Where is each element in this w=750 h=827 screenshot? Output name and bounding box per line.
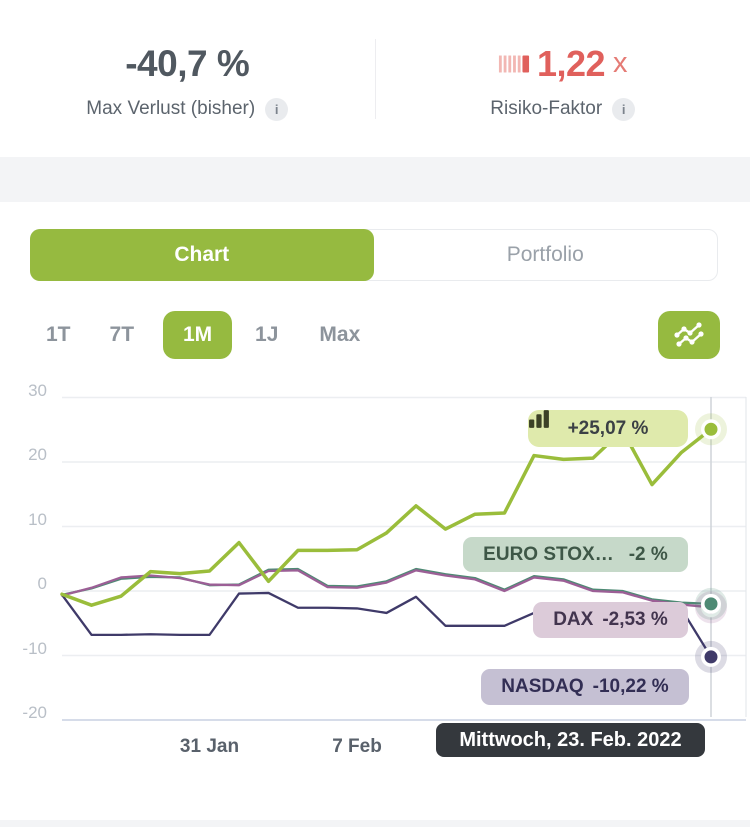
y-tick-label: 20 xyxy=(28,445,47,464)
stats-card: -40,7 % Max Verlust (bisher) i 1,22 x xyxy=(0,0,750,157)
risk-factor-value: 1,22 xyxy=(536,42,606,84)
range-1j[interactable]: 1J xyxy=(255,323,279,346)
dax-badge[interactable]: DAX -2,53 % xyxy=(533,602,688,638)
risk-bars-icon xyxy=(498,55,530,72)
max-loss-stat: -40,7 % Max Verlust (bisher) i xyxy=(0,37,375,121)
chart-svg xyxy=(60,396,747,721)
y-tick-label: -20 xyxy=(22,703,47,722)
tab-chart[interactable]: Chart xyxy=(30,229,374,281)
portfolio-change-value: +25,07 % xyxy=(567,417,649,439)
y-tick-label: 30 xyxy=(28,380,47,400)
max-loss-value: -40,7 % xyxy=(125,42,250,84)
range-selector: 1T 7T 1M 1J Max xyxy=(30,310,720,360)
y-tick-label: 0 xyxy=(37,574,47,593)
nasdaq-name: NASDAQ xyxy=(501,676,584,697)
range-1m-active[interactable]: 1M xyxy=(163,311,233,359)
info-icon[interactable]: i xyxy=(265,97,289,121)
y-tick-label: 10 xyxy=(28,509,47,529)
range-7t[interactable]: 7T xyxy=(109,323,135,346)
info-icon[interactable]: i xyxy=(612,97,636,121)
portfolio-performance-badge[interactable]: +25,07 % xyxy=(528,410,688,447)
dax-change-value: -2,53 % xyxy=(602,609,668,630)
range-1t[interactable]: 1T xyxy=(46,323,71,346)
chart-card: Chart Portfolio 1T 7T 1M 1J Max xyxy=(0,202,750,820)
nasdaq-badge[interactable]: NASDAQ -10,22 % xyxy=(481,669,689,705)
euro-stoxx-badge[interactable]: EURO STOX… -2 % xyxy=(463,537,688,572)
euro-stoxx-change-value: -2 % xyxy=(628,543,668,565)
euro-stoxx-name: EURO STOX… xyxy=(483,543,614,565)
tab-portfolio[interactable]: Portfolio xyxy=(506,243,584,266)
nasdaq-change-value: -10,22 % xyxy=(592,676,669,697)
benchmark-compare-button[interactable] xyxy=(658,311,720,359)
x-axis-label: 7 Feb xyxy=(332,736,382,757)
bar-chart-icon xyxy=(529,410,549,428)
max-loss-label-row: Max Verlust (bisher) i xyxy=(86,97,289,121)
performance-chart: 30 20 10 0 -10 -20 31 Jan 7 Feb +25,07 % EURO … xyxy=(0,380,750,800)
risk-value-row: 1,22 x xyxy=(498,43,628,85)
stats-divider xyxy=(374,38,376,119)
risk-factor-stat: 1,22 x Risiko-Faktor i xyxy=(376,37,750,121)
tab-bar: Chart Portfolio xyxy=(30,229,718,281)
date-tooltip: Mittwoch, 23. Feb. 2022 xyxy=(436,723,705,757)
x-axis-label: 31 Jan xyxy=(179,736,240,757)
y-tick-label: -10 xyxy=(22,638,47,658)
risk-label-row: Risiko-Faktor i xyxy=(490,97,636,121)
risk-factor-label: Risiko-Faktor xyxy=(490,98,603,119)
compare-lines-icon xyxy=(674,322,704,347)
risk-factor-suffix: x xyxy=(613,47,628,79)
dax-name: DAX xyxy=(553,609,594,630)
max-loss-label: Max Verlust (bisher) xyxy=(86,98,256,119)
range-max[interactable]: Max xyxy=(319,323,361,346)
